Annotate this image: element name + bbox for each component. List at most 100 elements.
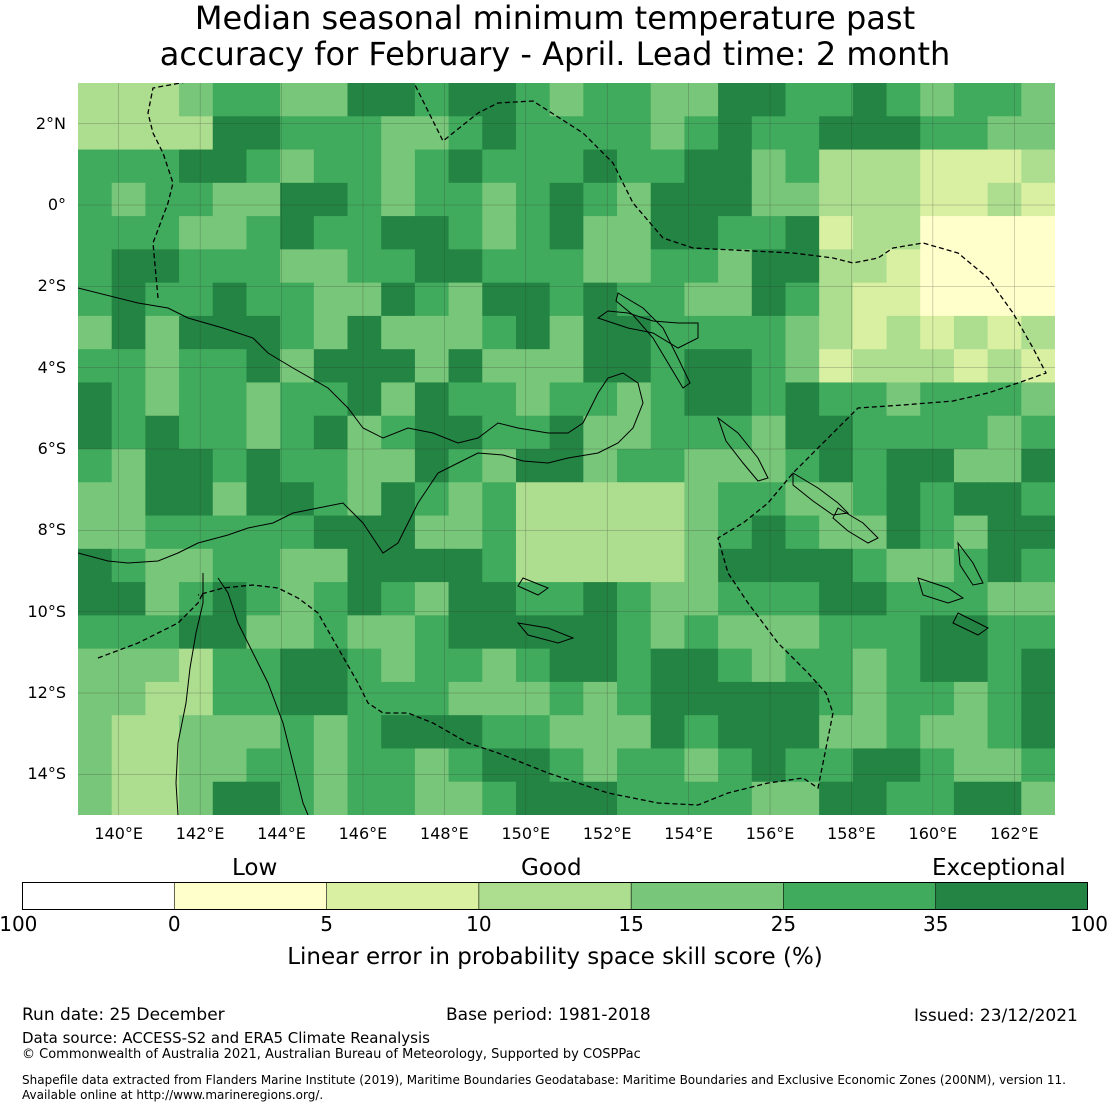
grid-cell xyxy=(617,382,652,417)
grid-cell xyxy=(448,349,483,384)
grid-cell xyxy=(987,449,1022,483)
grid-cell xyxy=(111,648,146,683)
grid-cell xyxy=(987,149,1022,184)
grid-cell xyxy=(617,182,652,217)
grid-cell xyxy=(684,582,719,616)
grid-cell xyxy=(78,349,113,384)
grid-cell xyxy=(111,781,146,815)
grid-cell xyxy=(987,182,1022,217)
colorbar-tick: -100 xyxy=(0,912,38,936)
grid-cell xyxy=(819,781,854,815)
grid-cell xyxy=(78,681,113,716)
grid-cell xyxy=(448,382,483,417)
grid-cell xyxy=(414,315,450,350)
grid-cell xyxy=(718,249,753,284)
grid-cell xyxy=(111,748,146,783)
grid-cell xyxy=(280,615,315,650)
grid-cell xyxy=(78,648,113,683)
grid-cell xyxy=(684,715,719,750)
grid-cell xyxy=(987,216,1022,250)
grid-cell xyxy=(886,216,921,250)
grid-cell xyxy=(718,515,753,550)
grid-cell xyxy=(515,249,551,284)
grid-cell xyxy=(448,116,483,151)
y-tick-label: 2°S xyxy=(37,276,66,296)
grid-cell xyxy=(785,482,820,517)
grid-cell xyxy=(313,748,349,783)
grid-cell xyxy=(684,182,719,217)
grid-cell xyxy=(549,748,584,783)
grid-cell xyxy=(111,282,146,317)
grid-cell xyxy=(313,282,349,317)
grid-cell xyxy=(212,149,248,184)
grid-cell xyxy=(920,681,955,716)
grid-cell xyxy=(381,648,416,683)
grid-cell xyxy=(78,83,113,117)
grid-cell xyxy=(886,83,921,117)
grid-cell xyxy=(448,615,483,650)
eez-boundaries xyxy=(97,83,1047,806)
grid-cell xyxy=(953,415,989,450)
eez-png xyxy=(147,83,1047,806)
grid-cell xyxy=(684,382,719,417)
grid-cell xyxy=(785,781,820,815)
colorbar-tick: 35 xyxy=(922,912,949,936)
run-date: Run date: 25 December xyxy=(22,1005,225,1025)
grid-cell xyxy=(785,315,820,350)
grid-cell xyxy=(111,182,146,217)
issued-date: Issued: 23/12/2021 xyxy=(914,1006,1078,1026)
grid-cell xyxy=(381,681,416,716)
grid-cell xyxy=(718,349,753,384)
grid-cell xyxy=(987,582,1022,616)
grid-cell xyxy=(381,382,416,417)
grid-cell xyxy=(212,781,248,815)
colorbar-tick: 5 xyxy=(320,912,333,936)
grid-cell xyxy=(179,582,214,616)
grid-cell xyxy=(246,116,281,151)
grid-cell xyxy=(718,149,753,184)
grid-cell xyxy=(1021,648,1055,683)
grid-cell xyxy=(751,382,787,417)
x-tick-label: 158°E xyxy=(827,824,876,843)
grid-cell xyxy=(145,382,180,417)
grid-cell xyxy=(515,781,551,815)
grid-cell xyxy=(212,382,248,417)
grid-cell xyxy=(145,415,180,450)
grid-cell xyxy=(111,482,146,517)
grid-cell xyxy=(381,83,416,117)
grid-cell xyxy=(549,781,584,815)
grid-cell xyxy=(414,548,450,583)
grid-cell xyxy=(819,149,854,184)
grid-cell xyxy=(179,715,214,750)
grid-cell xyxy=(650,282,686,317)
grid-cell xyxy=(482,382,517,417)
grid-cell xyxy=(953,449,989,483)
grid-cell xyxy=(819,116,854,151)
grid-cell xyxy=(650,449,686,483)
grid-cell xyxy=(414,149,450,184)
grid-cell xyxy=(482,515,517,550)
grid-cell xyxy=(852,116,888,151)
grid-cell xyxy=(313,382,349,417)
grid-cell xyxy=(246,83,281,117)
grid-cell xyxy=(852,149,888,184)
grid-cell xyxy=(212,681,248,716)
grid-cell xyxy=(381,315,416,350)
grid-cell xyxy=(953,149,989,184)
grid-cell xyxy=(212,615,248,650)
grid-cell xyxy=(347,216,382,250)
grid-cell xyxy=(515,349,551,384)
y-tick-label: 6°S xyxy=(37,439,66,458)
grid-cell xyxy=(381,715,416,750)
grid-cell xyxy=(852,182,888,217)
grid-cell xyxy=(515,382,551,417)
grid-cell xyxy=(852,648,888,683)
grid-cell xyxy=(920,582,955,616)
grid-cell xyxy=(313,715,349,750)
colorbar-tick: 100 xyxy=(1069,912,1108,936)
grid-cell xyxy=(852,449,888,483)
grid-cell xyxy=(751,615,787,650)
colorbar-swatch xyxy=(22,882,176,910)
grid-cell xyxy=(549,249,584,284)
grid-cell xyxy=(414,182,450,217)
